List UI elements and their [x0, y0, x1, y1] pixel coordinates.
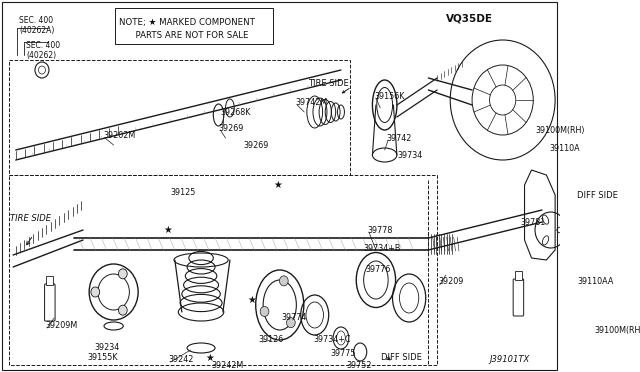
FancyBboxPatch shape: [45, 284, 55, 321]
Text: 39781: 39781: [520, 218, 545, 227]
Text: 39209: 39209: [439, 278, 464, 286]
Circle shape: [260, 307, 269, 317]
Text: 39125: 39125: [170, 187, 196, 196]
Text: TIRE SIDE: TIRE SIDE: [308, 78, 348, 87]
Text: SEC. 400: SEC. 400: [26, 41, 60, 49]
Text: (40262A): (40262A): [19, 26, 54, 35]
Text: ★: ★: [205, 353, 214, 363]
Text: SEC. 400: SEC. 400: [19, 16, 53, 25]
Text: 39242: 39242: [169, 356, 194, 365]
Text: (40262): (40262): [26, 51, 56, 60]
Text: PARTS ARE NOT FOR SALE: PARTS ARE NOT FOR SALE: [119, 31, 248, 39]
Text: 39775: 39775: [330, 349, 356, 357]
Text: 39242M: 39242M: [212, 360, 244, 369]
Text: 39778: 39778: [367, 225, 392, 234]
Text: 39752: 39752: [346, 360, 372, 369]
Bar: [577, 240, 588, 258]
Circle shape: [287, 318, 295, 328]
Text: 39734+B: 39734+B: [364, 244, 401, 253]
Text: VQ35DE: VQ35DE: [446, 13, 493, 23]
FancyBboxPatch shape: [513, 279, 524, 316]
Text: 39269: 39269: [218, 124, 244, 132]
Text: TIRE SIDE: TIRE SIDE: [10, 214, 51, 222]
Text: ★: ★: [248, 295, 256, 305]
Text: 39742M: 39742M: [296, 97, 328, 106]
Text: J39101TX: J39101TX: [490, 356, 530, 365]
Text: DIFF SIDE: DIFF SIDE: [577, 190, 618, 199]
Text: 39734+C: 39734+C: [313, 336, 351, 344]
Circle shape: [118, 305, 127, 315]
Text: 39110AA: 39110AA: [577, 278, 613, 286]
Circle shape: [91, 287, 100, 297]
Bar: [46, 276, 53, 285]
Text: 39776: 39776: [365, 266, 391, 275]
Text: 39742: 39742: [387, 134, 412, 142]
Bar: [515, 271, 522, 280]
Text: 39209M: 39209M: [45, 321, 77, 330]
Text: 39774: 39774: [282, 314, 307, 323]
Bar: [115, 8, 273, 44]
Text: 39155K: 39155K: [88, 353, 118, 362]
Text: 39110A: 39110A: [549, 144, 580, 153]
Text: 39126: 39126: [259, 336, 284, 344]
Text: 39202M: 39202M: [103, 131, 136, 140]
Text: 39100M(RH): 39100M(RH): [595, 326, 640, 334]
Text: 39100M(RH): 39100M(RH): [535, 125, 584, 135]
Circle shape: [280, 276, 288, 286]
Circle shape: [118, 269, 127, 279]
Text: ★: ★: [163, 225, 172, 235]
Text: 39268K: 39268K: [220, 108, 251, 116]
Text: NOTE; ★ MARKED COMPONENT: NOTE; ★ MARKED COMPONENT: [119, 17, 255, 26]
Text: 39156K: 39156K: [374, 92, 404, 100]
Text: 39734: 39734: [398, 151, 423, 160]
Text: 39269: 39269: [243, 141, 268, 150]
Text: 39234: 39234: [95, 343, 120, 353]
Text: DIFF SIDE: DIFF SIDE: [381, 353, 422, 362]
Text: ★: ★: [274, 180, 282, 190]
